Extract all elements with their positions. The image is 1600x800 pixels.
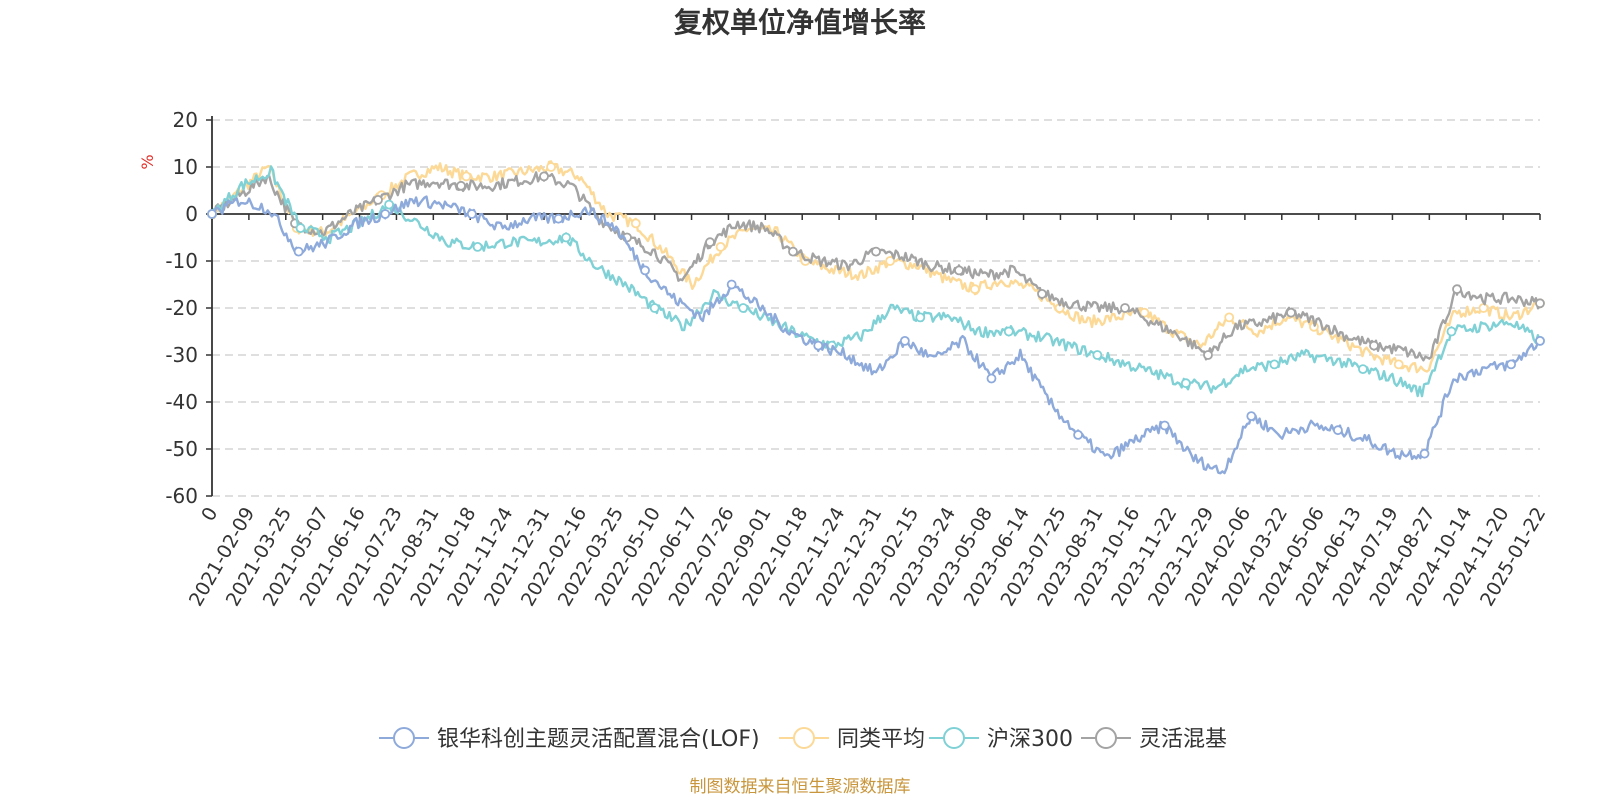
- legend-swatch-marker: [793, 727, 815, 749]
- data-point: [726, 279, 737, 290]
- data-point: [1159, 420, 1170, 431]
- data-point: [1535, 335, 1545, 346]
- legend-label: 同类平均: [837, 727, 925, 752]
- data-point: [954, 265, 964, 276]
- legend[interactable]: 银华科创主题灵活配置混合(LOF) 同类平均 沪深300 灵活混基: [379, 727, 1227, 752]
- data-point: [295, 223, 306, 234]
- data-point: [715, 241, 726, 252]
- data-point: [871, 246, 881, 257]
- data-point: [466, 209, 477, 219]
- y-tick-label: -30: [165, 343, 198, 367]
- data-point: [1478, 303, 1489, 313]
- y-axis-ticks: 20 10 0 -10 -20 -30 -40 -50 -60: [165, 108, 212, 508]
- legend-item[interactable]: 同类平均: [779, 727, 925, 752]
- y-axis-unit: %: [138, 154, 157, 169]
- legend-swatch-marker: [943, 727, 965, 749]
- grid-lines: [212, 119, 1540, 497]
- data-point: [1452, 284, 1462, 295]
- data-point: [1369, 340, 1379, 351]
- data-source-note: 制图数据来自恒生聚源数据库: [690, 777, 911, 797]
- data-point: [1092, 350, 1103, 360]
- data-point: [380, 209, 391, 219]
- data-point: [1037, 288, 1047, 299]
- y-tick-label: 0: [185, 202, 198, 226]
- data-point: [1286, 307, 1296, 318]
- data-point: [1180, 378, 1191, 389]
- data-point: [813, 340, 824, 351]
- data-point: [553, 213, 564, 224]
- data-point: [1073, 429, 1083, 440]
- data-point: [705, 237, 715, 248]
- data-point: [207, 209, 217, 219]
- legend-item[interactable]: 沪深300: [929, 727, 1073, 752]
- data-point: [649, 303, 660, 313]
- series-lines: [207, 160, 1545, 475]
- data-point: [1358, 364, 1368, 375]
- legend-swatch-marker: [1095, 727, 1117, 749]
- y-tick-label: -40: [165, 390, 198, 414]
- y-tick-label: 20: [173, 108, 198, 132]
- legend-item[interactable]: 灵活混基: [1081, 727, 1227, 752]
- data-point: [1419, 448, 1430, 459]
- y-tick-label: -50: [165, 437, 198, 461]
- data-point: [885, 256, 896, 266]
- legend-label: 银华科创主题灵活配置混合(LOF): [437, 727, 760, 752]
- data-point: [1333, 425, 1343, 436]
- series-line-yinhua-fund: [211, 195, 1541, 475]
- data-point: [1535, 298, 1545, 309]
- data-point: [293, 246, 304, 257]
- data-point: [640, 265, 650, 276]
- data-point: [546, 162, 556, 172]
- data-point: [1003, 326, 1014, 337]
- data-point: [986, 373, 997, 384]
- data-point: [1246, 411, 1257, 422]
- data-point: [373, 194, 383, 205]
- y-tick-label: -60: [165, 484, 198, 508]
- data-point: [915, 312, 926, 323]
- data-point: [1120, 303, 1130, 313]
- data-point: [738, 303, 749, 313]
- series-line-peer-average: [210, 160, 1541, 374]
- data-point: [1446, 326, 1457, 337]
- data-point: [788, 246, 798, 257]
- legend-label: 沪深300: [987, 727, 1073, 752]
- legend-item[interactable]: 银华科创主题灵活配置混合(LOF): [379, 727, 760, 752]
- data-point: [384, 199, 394, 210]
- data-point: [899, 335, 910, 346]
- axes: [211, 116, 1540, 496]
- data-point: [1139, 307, 1150, 318]
- data-point: [1506, 359, 1517, 370]
- data-point: [456, 180, 466, 191]
- data-point: [1224, 312, 1235, 323]
- data-point: [461, 171, 472, 182]
- data-point: [561, 232, 572, 243]
- data-point: [969, 284, 980, 295]
- legend-label: 灵活混基: [1139, 727, 1227, 752]
- y-tick-label: -20: [165, 296, 198, 320]
- chart-title: 复权单位净值增长率: [674, 6, 926, 39]
- data-point: [1203, 350, 1213, 360]
- x-tick-label: 0: [197, 504, 222, 525]
- series-line-csi300: [210, 165, 1542, 398]
- data-point: [539, 171, 549, 182]
- y-tick-label: -10: [165, 249, 198, 273]
- data-point: [630, 218, 641, 229]
- legend-swatch-marker: [393, 727, 415, 749]
- y-tick-label: 10: [173, 155, 198, 179]
- data-point: [472, 241, 483, 252]
- data-point: [1269, 359, 1280, 370]
- data-point: [1393, 359, 1404, 370]
